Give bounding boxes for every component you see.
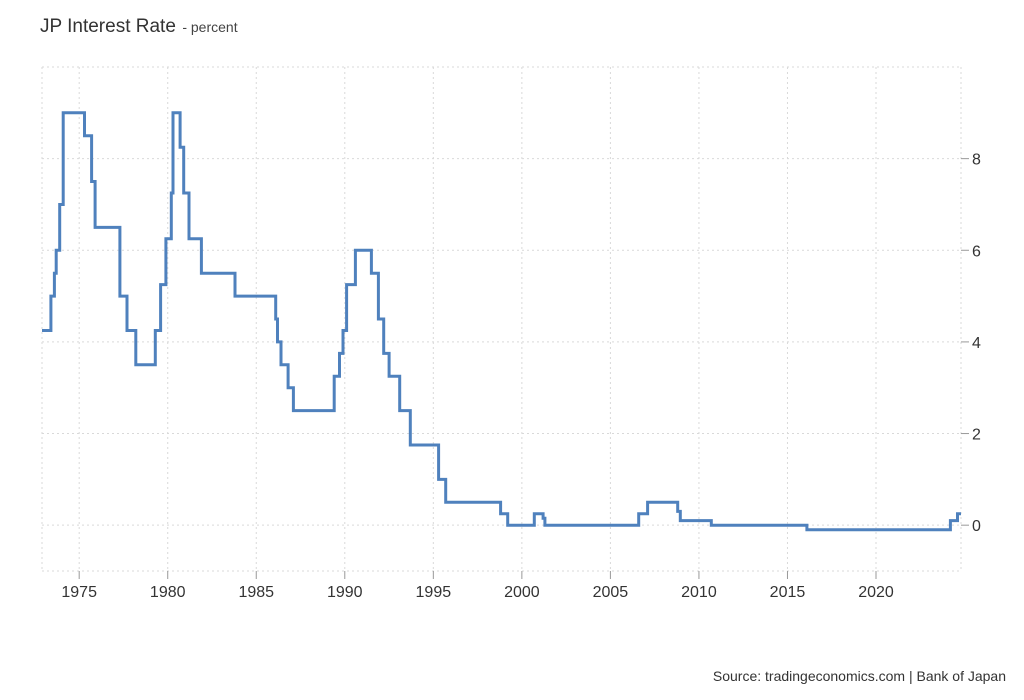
y-tick-label-8: 8 xyxy=(972,152,981,169)
chart-title-block: JP Interest Rate - percent xyxy=(40,16,238,38)
x-tick-label-2015: 2015 xyxy=(770,584,806,601)
chart-title: JP Interest Rate xyxy=(40,16,176,37)
x-tick-label-1975: 1975 xyxy=(61,584,97,601)
x-tick-label-2000: 2000 xyxy=(504,584,540,601)
x-tick-label-2020: 2020 xyxy=(858,584,894,601)
x-tick-label-2010: 2010 xyxy=(681,584,717,601)
y-tick-label-6: 6 xyxy=(972,243,981,260)
y-tick-label-4: 4 xyxy=(972,335,981,352)
series-line-0 xyxy=(42,111,961,532)
x-tick-label-1980: 1980 xyxy=(150,584,186,601)
y-tick-label-2: 2 xyxy=(972,427,981,444)
y-tick-label-0: 0 xyxy=(972,518,981,535)
x-tick-label-1995: 1995 xyxy=(416,584,452,601)
chart-source: Source: tradingeconomics.com | Bank of J… xyxy=(712,668,1006,684)
x-tick-label-2005: 2005 xyxy=(593,584,629,601)
x-tick-label-1985: 1985 xyxy=(238,584,274,601)
x-tick-label-1990: 1990 xyxy=(327,584,363,601)
chart-subtitle: - percent xyxy=(182,19,238,35)
